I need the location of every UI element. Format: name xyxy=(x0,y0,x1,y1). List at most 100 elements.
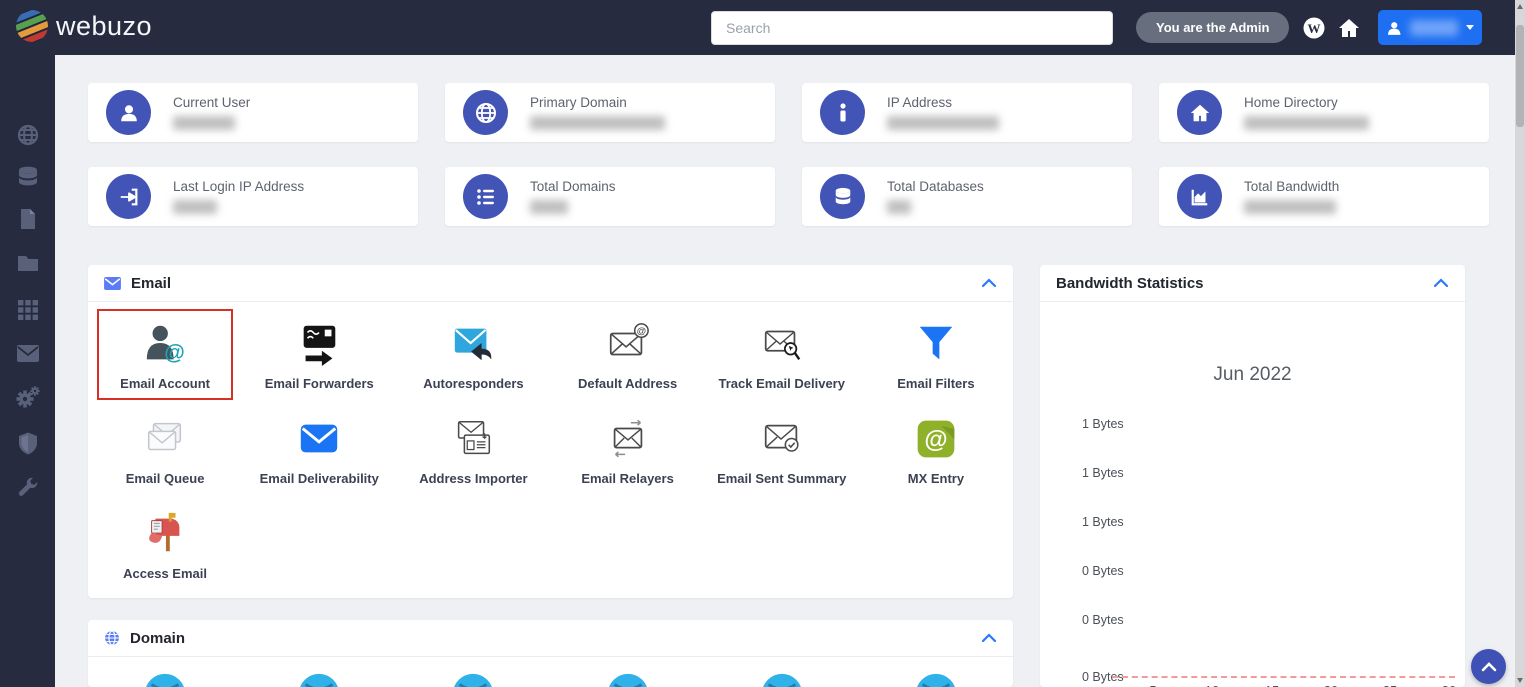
email-collapse-button[interactable] xyxy=(981,278,997,288)
brand-name: webuzo xyxy=(56,10,153,41)
email-forwarders-icon xyxy=(296,318,342,370)
search-input[interactable] xyxy=(711,11,1113,45)
x-axis-tick: 30 xyxy=(1442,683,1456,687)
email-items-grid: @ Email Account Email Forwarders xyxy=(88,302,1013,595)
sidebar-item-email[interactable] xyxy=(0,335,55,371)
email-item-label: MX Entry xyxy=(907,471,965,486)
domain-panel-header: Domain xyxy=(88,620,1013,657)
svg-text:@: @ xyxy=(636,326,645,337)
stat-title: Total Bandwidth xyxy=(1244,179,1340,194)
globe-icon xyxy=(454,673,493,687)
x-axis-tick: 20 xyxy=(1324,683,1338,687)
email-item-label: Email Deliverability xyxy=(259,471,379,486)
login-icon xyxy=(106,174,151,219)
sidebar-item-domains[interactable] xyxy=(0,117,55,153)
email-item-email-relayers[interactable]: Email Relayers xyxy=(551,405,705,500)
stat-title: Last Login IP Address xyxy=(173,179,305,194)
sidebar-item-files[interactable] xyxy=(0,201,55,237)
globe-icon xyxy=(300,673,339,687)
chevron-up-icon xyxy=(1433,278,1449,288)
email-item-autoresponders[interactable]: Autoresponders xyxy=(396,310,550,405)
domain-item[interactable] xyxy=(88,671,242,687)
user-icon xyxy=(106,90,151,135)
redacted-value xyxy=(1244,116,1369,130)
email-deliverability-icon xyxy=(296,413,342,465)
stat-title: Total Domains xyxy=(530,179,616,194)
y-axis-tick: 0 Bytes xyxy=(1082,670,1124,684)
email-item-email-forwarders[interactable]: Email Forwarders xyxy=(242,310,396,405)
wordpress-icon[interactable]: W xyxy=(1302,16,1326,40)
stat-card-primary-domain: Primary Domain xyxy=(445,83,775,142)
stat-title: Home Directory xyxy=(1244,95,1338,110)
email-item-email-sent-summary[interactable]: Email Sent Summary xyxy=(705,405,859,500)
sidebar-item-security[interactable] xyxy=(0,425,55,461)
sidebar-item-tools[interactable] xyxy=(0,470,55,506)
stat-card-total-databases: Total Databases xyxy=(802,167,1132,226)
email-item-address-importer[interactable]: Address Importer xyxy=(396,405,550,500)
empty-cell xyxy=(859,500,1013,595)
bandwidth-panel: Bandwidth Statistics Jun 2022 1 Bytes 1 … xyxy=(1040,265,1465,687)
y-axis-tick: 1 Bytes xyxy=(1082,515,1124,529)
database-icon xyxy=(820,174,865,219)
globe-icon xyxy=(105,630,119,646)
stat-card-ip-address: IP Address xyxy=(802,83,1132,142)
email-item-email-queue[interactable]: Email Queue xyxy=(88,405,242,500)
sidebar-item-settings[interactable] xyxy=(0,379,55,415)
domain-item[interactable] xyxy=(242,671,396,687)
domain-item[interactable] xyxy=(859,671,1013,687)
redacted-value xyxy=(887,116,999,130)
email-account-icon: @ xyxy=(142,318,188,370)
email-item-default-address[interactable]: @ Default Address xyxy=(551,310,705,405)
email-queue-icon xyxy=(142,413,188,465)
email-item-label: Email Filters xyxy=(897,376,975,391)
globe-icon xyxy=(146,673,184,687)
home-icon[interactable] xyxy=(1337,16,1361,40)
y-axis-tick: 1 Bytes xyxy=(1082,417,1124,431)
page-scrollbar[interactable] xyxy=(1515,0,1525,687)
svg-text:@: @ xyxy=(924,426,947,453)
scrollbar-up-arrow[interactable] xyxy=(1517,4,1523,9)
scrollbar-down-arrow[interactable] xyxy=(1517,678,1523,683)
email-filters-icon xyxy=(913,318,959,370)
globe-icon xyxy=(463,90,508,135)
domain-item[interactable] xyxy=(705,671,859,687)
email-item-email-deliverability[interactable]: Email Deliverability xyxy=(242,405,396,500)
domain-panel: Domain xyxy=(88,620,1013,687)
stat-title: IP Address xyxy=(887,95,953,110)
bandwidth-chart: Jun 2022 1 Bytes 1 Bytes 1 Bytes 0 Bytes… xyxy=(1040,302,1465,687)
svg-text:W: W xyxy=(1308,21,1321,36)
email-item-mx-entry[interactable]: @ MX Entry xyxy=(859,405,1013,500)
email-item-email-filters[interactable]: Email Filters xyxy=(859,310,1013,405)
scrollbar-thumb[interactable] xyxy=(1516,25,1524,127)
scroll-to-top-button[interactable] xyxy=(1471,649,1506,684)
email-item-email-account[interactable]: @ Email Account xyxy=(88,309,242,405)
gears-icon xyxy=(16,386,40,408)
y-axis-tick: 0 Bytes xyxy=(1082,613,1124,627)
sidebar-item-apps[interactable] xyxy=(0,292,55,328)
area-chart-icon xyxy=(1177,174,1222,219)
chevron-up-icon xyxy=(981,278,997,288)
admin-badge: You are the Admin xyxy=(1136,12,1290,43)
home-icon xyxy=(1177,90,1222,135)
autoresponders-icon xyxy=(450,318,496,370)
chevron-down-icon xyxy=(1466,25,1474,30)
webuzo-sphere-icon xyxy=(16,10,48,42)
email-relayers-icon xyxy=(605,413,651,465)
sidebar-item-directories[interactable] xyxy=(0,245,55,281)
redacted-value xyxy=(1244,200,1336,214)
globe-icon xyxy=(608,673,647,687)
email-item-access-email[interactable]: Access Email xyxy=(88,500,242,595)
email-item-track-email-delivery[interactable]: Track Email Delivery xyxy=(705,310,859,405)
domain-item[interactable] xyxy=(396,671,550,687)
webuzo-logo[interactable]: webuzo xyxy=(14,8,152,44)
file-icon xyxy=(20,209,35,229)
shield-icon xyxy=(18,432,37,454)
empty-cell xyxy=(242,500,396,595)
domain-item[interactable] xyxy=(551,671,705,687)
sidebar-item-databases[interactable] xyxy=(0,159,55,195)
domain-collapse-button[interactable] xyxy=(981,633,997,643)
bandwidth-collapse-button[interactable] xyxy=(1433,278,1449,288)
empty-cell xyxy=(705,500,859,595)
stat-card-home-directory: Home Directory xyxy=(1159,83,1489,142)
user-menu-button[interactable] xyxy=(1378,10,1482,45)
